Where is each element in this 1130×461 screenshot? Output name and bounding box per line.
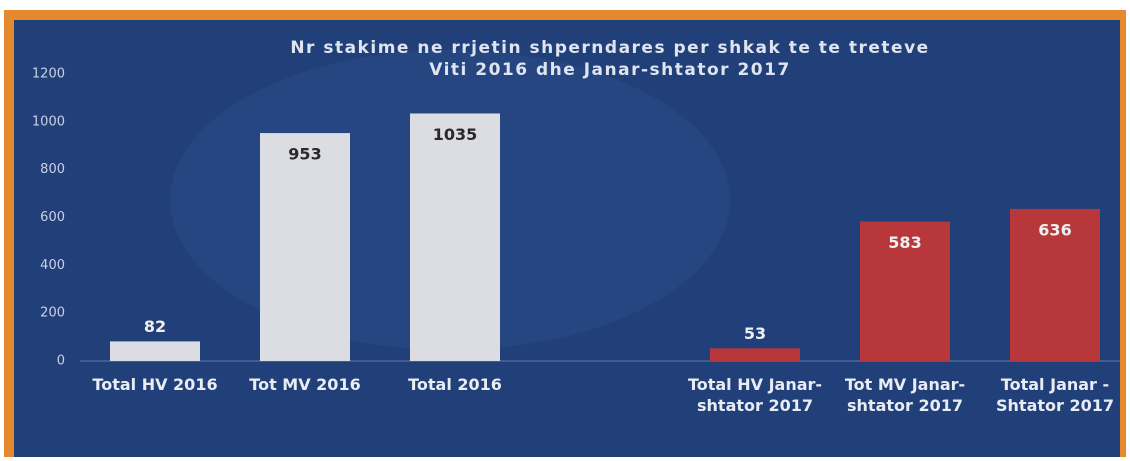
value-label: 953 xyxy=(288,145,321,164)
value-label: 583 xyxy=(888,233,921,252)
y-tick-label: 0 xyxy=(57,354,65,369)
x-tick-label: Tot MV Janar-shtator 2017 xyxy=(833,374,977,416)
x-tick-label: Tot MV 2016 xyxy=(233,374,377,395)
chart-frame: Nr stakime ne rrjetin shperndares per sh… xyxy=(0,0,1130,461)
y-tick-label: 200 xyxy=(40,306,65,321)
y-tick-label: 600 xyxy=(40,210,65,225)
x-tick-label: Total Janar - Shtator 2017 xyxy=(983,374,1127,416)
bar xyxy=(410,113,500,361)
x-tick-label: Total HV 2016 xyxy=(83,374,227,395)
x-tick-label: Total 2016 xyxy=(383,374,527,395)
y-tick-label: 1200 xyxy=(32,67,65,82)
value-label: 82 xyxy=(144,317,166,336)
value-label: 636 xyxy=(1038,220,1071,239)
value-label: 1035 xyxy=(433,125,478,144)
bar xyxy=(260,133,350,361)
chart-subtitle: Viti 2016 dhe Janar-shtator 2017 xyxy=(429,60,791,80)
y-tick-label: 400 xyxy=(40,258,65,273)
value-label: 53 xyxy=(744,324,766,343)
chart-title: Nr stakime ne rrjetin shperndares per sh… xyxy=(290,38,929,58)
bar xyxy=(710,348,800,361)
y-tick-label: 800 xyxy=(40,162,65,177)
bar xyxy=(110,341,200,361)
x-tick-label: Total HV Janar-shtator 2017 xyxy=(683,374,827,416)
y-tick-label: 1000 xyxy=(32,114,65,129)
